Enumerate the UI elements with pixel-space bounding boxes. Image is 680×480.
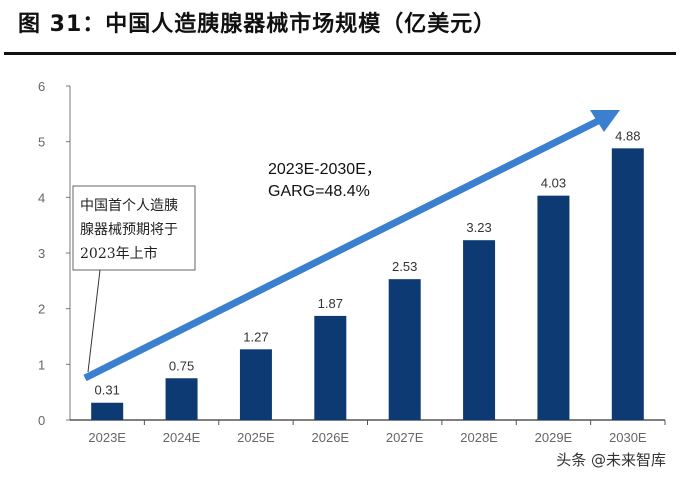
x-tick-label: 2027E — [386, 430, 424, 445]
growth-annotation: 2023E-2030E， — [268, 161, 382, 178]
title-rule — [4, 52, 676, 55]
data-label: 1.27 — [243, 329, 268, 344]
y-tick-label: 3 — [38, 246, 45, 261]
bar-2025E — [239, 349, 272, 420]
x-tick-label: 2029E — [535, 430, 573, 445]
growth-annotation: GARG=48.4% — [268, 183, 370, 200]
bar-2024E — [165, 378, 198, 420]
x-tick-label: 2028E — [460, 430, 498, 445]
x-tick-label: 2024E — [163, 430, 201, 445]
figure-title: 图 31：中国人造胰腺器械市场规模（亿美元） — [18, 12, 497, 37]
y-tick-label: 0 — [38, 413, 45, 428]
bar-2023E — [91, 402, 124, 420]
bar-2029E — [537, 195, 570, 420]
y-tick-label: 2 — [38, 302, 45, 317]
bar-2028E — [463, 240, 496, 420]
data-label: 3.23 — [466, 220, 491, 235]
callout-box — [72, 185, 196, 271]
y-tick-label: 4 — [38, 190, 45, 205]
y-tick-label: 1 — [38, 357, 45, 372]
x-tick-label: 2026E — [312, 430, 350, 445]
data-label: 1.87 — [318, 296, 343, 311]
callout-text: 2023年上市 — [80, 245, 158, 262]
bar-2027E — [388, 279, 421, 420]
watermark: 头条 @未来智库 — [556, 451, 666, 469]
bar-2026E — [314, 315, 347, 420]
x-tick-label: 2023E — [88, 430, 126, 445]
data-label: 2.53 — [392, 259, 417, 274]
growth-arrow — [83, 116, 602, 382]
data-label: 0.31 — [95, 383, 120, 398]
x-tick-label: 2025E — [237, 430, 275, 445]
y-tick-label: 6 — [38, 79, 45, 94]
callout-pointer — [87, 269, 101, 373]
bar-2030E — [611, 148, 644, 420]
data-label: 4.88 — [615, 128, 640, 143]
y-tick-label: 5 — [38, 135, 45, 150]
data-label: 4.03 — [541, 176, 566, 191]
x-tick-label: 2030E — [609, 430, 647, 445]
callout-text: 腺器械预期将于 — [80, 222, 178, 238]
growth-arrow-head — [590, 110, 620, 132]
data-label: 0.75 — [169, 358, 194, 373]
callout-text: 中国首个人造胰 — [80, 198, 178, 214]
